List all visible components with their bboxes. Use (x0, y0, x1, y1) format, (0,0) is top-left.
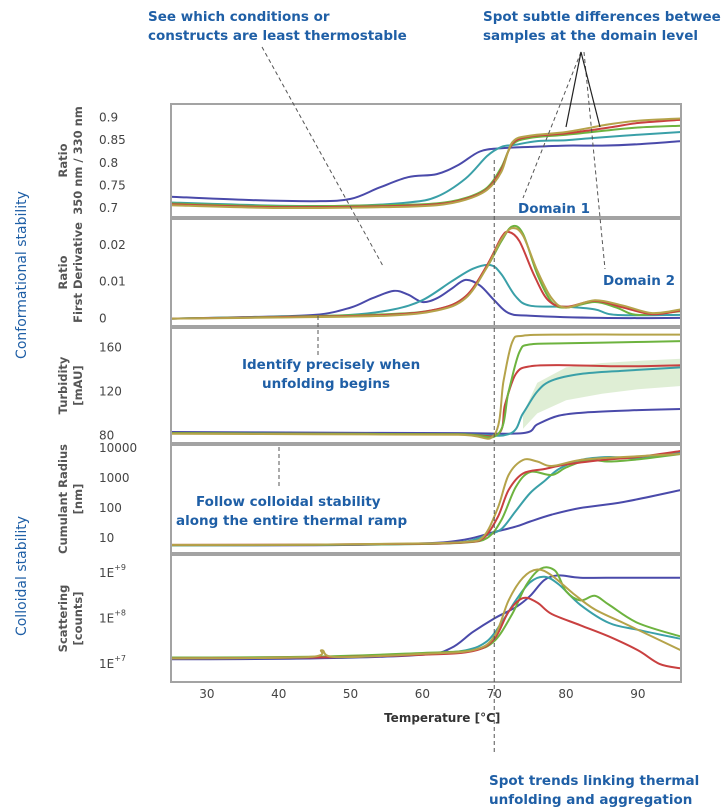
annotation-trends-2: unfolding and aggregation (489, 792, 692, 808)
chart-panels: 0.9 0.85 0.8 0.75 0.7 Ratio350 nm / 330 nm 0.0… (56, 103, 682, 683)
group-label-colloidal: Colloidal stability (14, 516, 30, 636)
panel-radius: 10000 1000 100 10 Cumulant Radius[nm] (56, 441, 682, 554)
y-axis-label-ratio: Ratio350 nm / 330 nm (56, 106, 85, 215)
x-tick-label: 50 (343, 687, 358, 701)
panel-scatter: 1E+9 1E+8 1E+7 Scattering[counts] (56, 554, 682, 683)
y-tick-label: 0.85 (99, 133, 126, 147)
panel-deriv: 0.02 0.01 0 RatioFirst Derivative (56, 218, 682, 327)
series-line-olive (171, 227, 681, 320)
annotation-unfolding-begins-1: Identify precisely when (242, 357, 420, 373)
y-tick-label: 0.75 (99, 178, 126, 192)
x-tick-label: 60 (415, 687, 430, 701)
y-axis-label-radius: Cumulant Radius[nm] (56, 444, 85, 554)
y-tick-label: 0.7 (99, 201, 118, 215)
series-line-olive (171, 333, 681, 440)
annotation-domain1: Domain 1 (518, 201, 590, 217)
y-tick-label: 1E+7 (99, 654, 126, 671)
guide-line-domain1 (522, 51, 582, 199)
annotation-domain-differences-1: Spot subtle differences between (483, 9, 722, 25)
group-label-conformational: Conformational stability (14, 191, 30, 359)
panel-frame-scatter (170, 554, 682, 683)
series-line-purple (171, 408, 681, 435)
y-tick-label: 10000 (99, 441, 137, 455)
series-line-teal (171, 575, 681, 660)
arrow-domain-differences (565, 51, 601, 128)
series-line-olive (171, 568, 681, 660)
plot-area-radius (171, 450, 681, 547)
y-tick-exponent: +9 (114, 563, 126, 572)
annotation-domain-differences-2: samples at the domain level (483, 28, 698, 44)
annotation-trends-1: Spot trends linking thermal (489, 773, 699, 789)
y-tick-exponent: +7 (114, 654, 126, 663)
guide-line-least-thermostable (261, 46, 384, 267)
y-tick-label: 1000 (99, 471, 130, 485)
series-line-purple (171, 574, 681, 661)
series-line-olive (171, 453, 681, 546)
y-tick-label: 160 (99, 341, 122, 355)
panel-frame-ratio (170, 103, 682, 218)
y-tick-exponent: +8 (114, 609, 126, 618)
guide-line-domain2 (583, 51, 606, 270)
plot-area-turbidity (171, 333, 681, 440)
y-axis-label-scatter: Scattering[counts] (56, 585, 85, 653)
x-tick-label: 40 (271, 687, 286, 701)
annotation-colloidal-2: along the entire thermal ramp (176, 513, 407, 529)
series-line-purple (171, 140, 681, 203)
y-tick-label: 0.9 (99, 111, 118, 125)
annotation-least-thermostable-2: constructs are least thermostable (148, 28, 407, 44)
panel-turbidity: 160 120 80 Turbidity[mAU] (56, 327, 682, 444)
y-tick-label: 0 (99, 312, 107, 326)
x-tick-label: 80 (558, 687, 573, 701)
x-tick-label: 90 (630, 687, 645, 701)
y-tick-label: 1E+9 (99, 563, 126, 580)
group-labels: Conformational stability Colloidal stabi… (14, 191, 30, 636)
y-tick-label: 0.02 (99, 238, 126, 252)
annotation-domain2: Domain 2 (603, 273, 675, 289)
y-tick-label: 0.8 (99, 156, 118, 170)
series-line-red (171, 118, 681, 209)
plot-area-scatter (171, 566, 681, 670)
y-tick-label: 0.01 (99, 275, 126, 289)
plot-area-deriv (171, 224, 681, 320)
annotations: See which conditions or constructs are l… (148, 9, 722, 808)
x-axis-label: Temperature [°C] (384, 711, 500, 725)
annotation-guides (261, 46, 606, 752)
y-axis-label-deriv: RatioFirst Derivative (56, 222, 85, 323)
panel-ratio: 0.9 0.85 0.8 0.75 0.7 Ratio350 nm / 330 nm (56, 103, 682, 218)
plot-area-ratio (171, 117, 681, 210)
annotation-unfolding-begins-2: unfolding begins (262, 376, 390, 392)
annotation-least-thermostable-1: See which conditions or (148, 9, 330, 25)
y-tick-label: 10 (99, 531, 114, 545)
panel-frame-turbidity (170, 327, 682, 444)
y-tick-label: 1E+8 (99, 609, 126, 626)
series-line-green (171, 566, 681, 659)
y-tick-label: 120 (99, 385, 122, 399)
series-line-purple (171, 278, 681, 320)
x-tick-label: 30 (199, 687, 214, 701)
panel-frame-radius (170, 444, 682, 554)
panel-frame-deriv (170, 218, 682, 327)
y-tick-label: 100 (99, 501, 122, 515)
series-line-olive (171, 117, 681, 210)
series-line-teal (171, 131, 681, 208)
y-axis-label-turbidity: Turbidity[mAU] (56, 356, 85, 414)
y-tick-label: 80 (99, 428, 114, 442)
annotation-colloidal-1: Follow colloidal stability (196, 494, 381, 510)
